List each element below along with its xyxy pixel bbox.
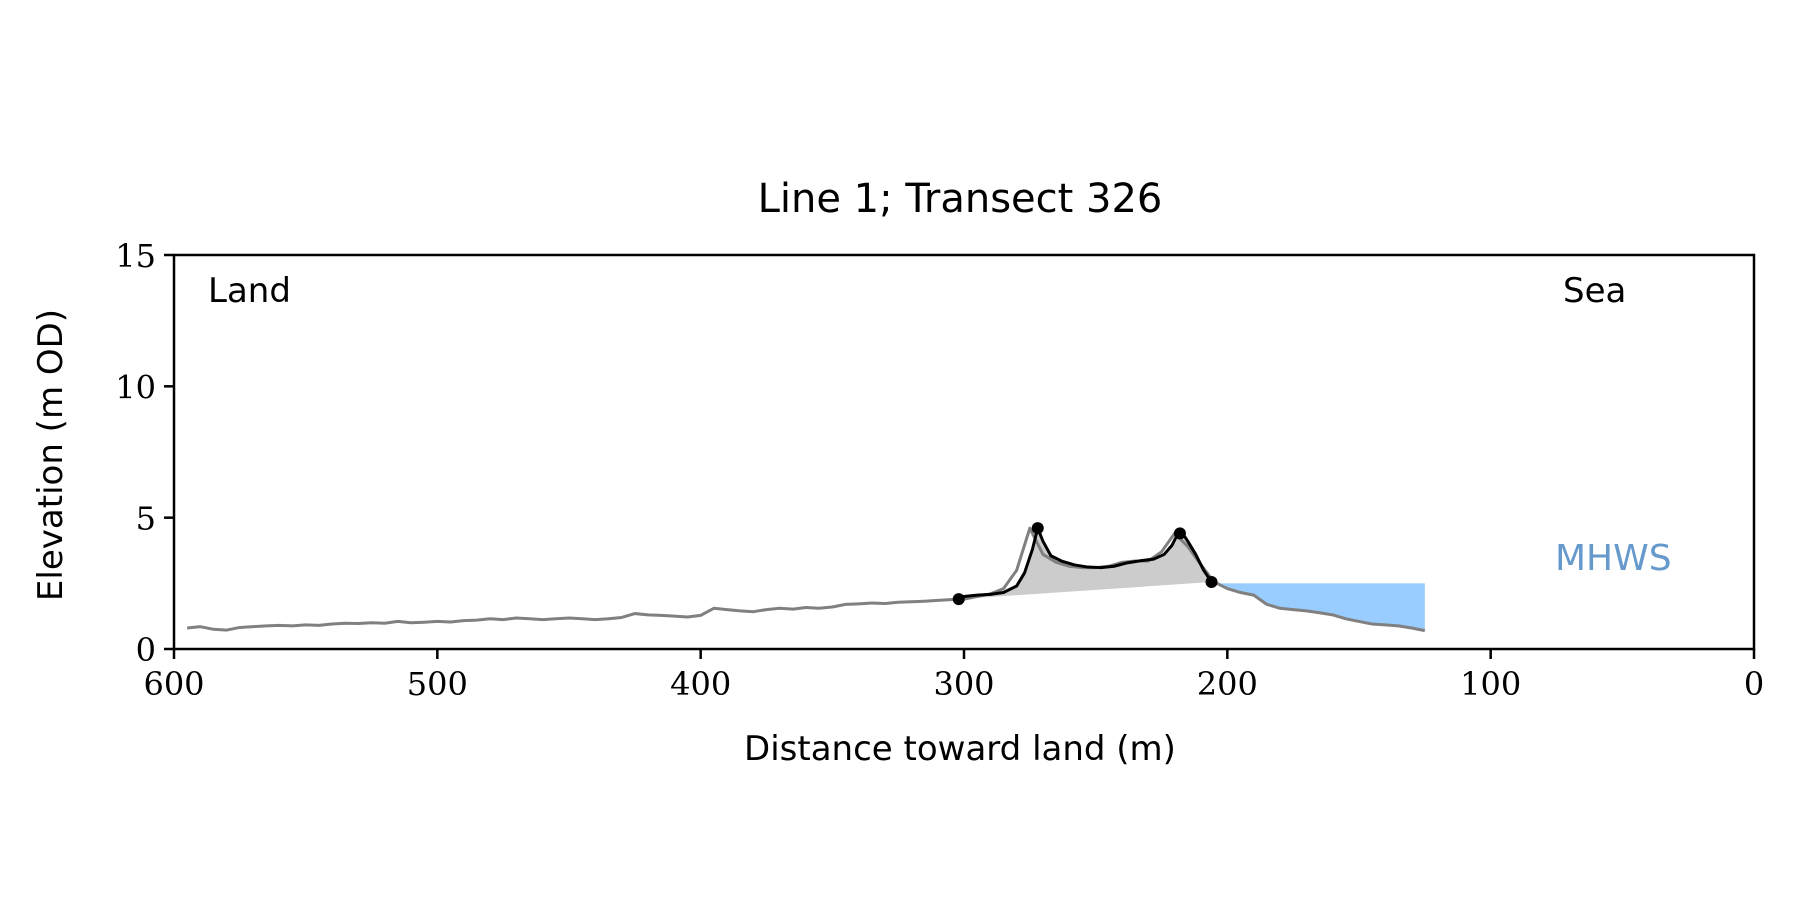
dune-point	[1205, 576, 1218, 589]
x-tick-label: 200	[1197, 665, 1258, 703]
y-axis-label: Elevation (m OD)	[31, 309, 71, 601]
x-tick-label: 100	[1460, 665, 1521, 703]
plot-area	[187, 522, 1426, 633]
mhws-annotation: MHWS	[1555, 538, 1672, 579]
dune-point	[1173, 527, 1186, 540]
dune-point	[952, 593, 965, 606]
dune-line	[958, 526, 1213, 601]
axes: 600 500 400 300 200 100 0 0 5 10 15	[115, 237, 1764, 703]
y-tick-label: 0	[136, 631, 156, 669]
land-annotation: Land	[208, 271, 291, 311]
x-tick-label: 0	[1744, 665, 1764, 703]
y-tick-label: 15	[115, 237, 156, 275]
water-fill	[1211, 582, 1425, 631]
x-tick-label: 500	[407, 665, 468, 703]
x-tick-label: 600	[143, 665, 204, 703]
y-tick-label: 10	[115, 368, 156, 406]
plot-frame	[172, 253, 1756, 651]
chart-title: Line 1; Transect 326	[758, 176, 1163, 222]
dune-point	[1031, 522, 1044, 535]
profile-line	[187, 526, 1426, 633]
x-axis-label: Distance toward land (m)	[744, 729, 1176, 769]
x-tick-label: 300	[933, 665, 994, 703]
y-tick-label: 5	[136, 500, 156, 538]
sea-annotation: Sea	[1563, 271, 1626, 311]
dune-fill	[958, 528, 1212, 600]
x-tick-label: 400	[670, 665, 731, 703]
